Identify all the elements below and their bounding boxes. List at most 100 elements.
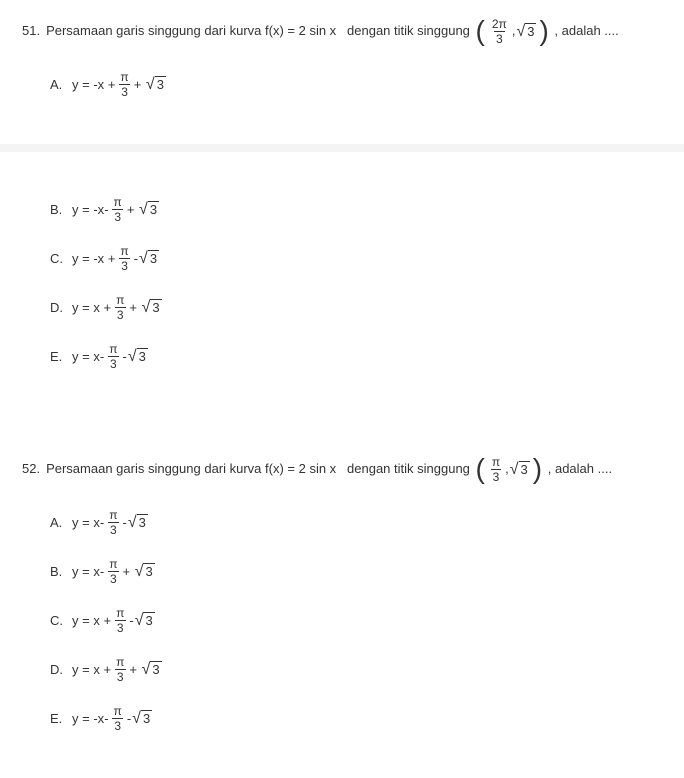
fraction-den: 3 xyxy=(115,620,126,634)
right-paren-icon: ) xyxy=(537,20,550,42)
fraction-den: 3 xyxy=(108,356,119,370)
choice-d: D. y = x + π 3 + √ 3 xyxy=(50,656,662,683)
radical-icon: √ xyxy=(146,77,155,94)
question-stem: 52. Persamaan garis singgung dari kurva … xyxy=(22,456,662,483)
choice-a: A. y = x - π 3 - √ 3 xyxy=(50,509,662,536)
term-x: -x xyxy=(93,202,104,217)
choice-letter: D. xyxy=(50,300,72,315)
fraction-num: π xyxy=(112,705,124,718)
choice-b: B. y = -x - π 3 + √ 3 xyxy=(50,196,662,223)
choice-c: C. y = x + π 3 - √ 3 xyxy=(50,607,662,634)
radicand: 3 xyxy=(143,563,154,580)
y-equals: y = xyxy=(72,300,90,315)
choice-b: B. y = x - π 3 + √ 3 xyxy=(50,558,662,585)
op1: - xyxy=(104,711,108,726)
question-block-continued: B. y = -x - π 3 + √ 3 C. xyxy=(0,152,684,416)
fraction: π 3 xyxy=(107,343,119,370)
radicand: 3 xyxy=(137,348,148,365)
choice-expr: y = -x + π 3 + √ 3 xyxy=(72,71,167,98)
radicand: 3 xyxy=(150,299,161,316)
fraction: π 3 xyxy=(118,245,130,272)
radicand: 3 xyxy=(148,201,159,218)
fraction-num: π xyxy=(490,456,502,469)
op1: + xyxy=(103,613,111,628)
choice-letter: E. xyxy=(50,711,72,726)
fraction-den: 3 xyxy=(119,84,130,98)
sqrt: √ 3 xyxy=(146,76,166,93)
radicand: 3 xyxy=(141,710,152,727)
y-equals: y = xyxy=(72,77,90,92)
op1: + xyxy=(103,662,111,677)
choice-expr: y = -x - π 3 - √ 3 xyxy=(72,705,153,732)
choice-expr: y = -x + π 3 - √ 3 xyxy=(72,245,160,272)
op2: - xyxy=(134,251,138,266)
fraction-num: π xyxy=(114,607,126,620)
fraction-num: π xyxy=(118,71,130,84)
fraction-den: 3 xyxy=(491,469,502,483)
fraction-den: 3 xyxy=(119,258,130,272)
stem-spacer xyxy=(336,22,347,40)
stem-spacer xyxy=(336,460,347,478)
op1: - xyxy=(100,349,104,364)
radicand: 3 xyxy=(137,514,148,531)
choice-expr: y = x - π 3 + √ 3 xyxy=(72,558,156,585)
fraction: π 3 xyxy=(112,705,124,732)
term-x: -x xyxy=(93,711,104,726)
question-number: 51. xyxy=(22,22,40,40)
left-paren-icon: ( xyxy=(474,20,487,42)
op2: + xyxy=(127,202,135,217)
question-block: 51. Persamaan garis singgung dari kurva … xyxy=(0,0,684,144)
sqrt: √ 3 xyxy=(128,514,148,531)
fraction: π 3 xyxy=(112,196,124,223)
choice-d: D. y = x + π 3 + √ 3 xyxy=(50,294,662,321)
sqrt: √ 3 xyxy=(132,710,152,727)
choice-letter: E. xyxy=(50,349,72,364)
fraction-num: π xyxy=(118,245,130,258)
y-equals: y = xyxy=(72,564,90,579)
radicand: 3 xyxy=(150,661,161,678)
radical-icon: √ xyxy=(510,462,519,479)
choice-c: C. y = -x + π 3 - √ 3 xyxy=(50,245,662,272)
fraction: π 3 xyxy=(114,294,126,321)
radical-icon: √ xyxy=(516,24,525,41)
fraction: π 3 xyxy=(114,607,126,634)
y-equals: y = xyxy=(72,711,90,726)
fraction: π 3 xyxy=(107,509,119,536)
sqrt: √ 3 xyxy=(139,201,159,218)
y-equals: y = xyxy=(72,251,90,266)
page: 51. Persamaan garis singgung dari kurva … xyxy=(0,0,684,778)
sqrt: √ 3 xyxy=(142,299,162,316)
comma: , xyxy=(505,460,509,478)
right-paren-icon: ) xyxy=(531,458,544,480)
op2: - xyxy=(129,613,133,628)
op2: + xyxy=(129,300,137,315)
section-divider xyxy=(0,144,684,152)
radical-icon: √ xyxy=(128,515,137,532)
fraction-num: π xyxy=(112,196,124,209)
fraction: π 3 xyxy=(490,456,502,483)
radical-icon: √ xyxy=(132,711,141,728)
choice-expr: y = x - π 3 - √ 3 xyxy=(72,509,149,536)
fraction: 2π 3 xyxy=(490,18,509,45)
radical-icon: √ xyxy=(128,349,137,366)
y-equals: y = xyxy=(72,515,90,530)
comma: , xyxy=(512,22,516,40)
sqrt: √ 3 xyxy=(516,23,536,40)
op1: + xyxy=(108,251,116,266)
choice-letter: B. xyxy=(50,564,72,579)
op2: + xyxy=(122,564,130,579)
fraction-den: 3 xyxy=(494,31,505,45)
fraction-den: 3 xyxy=(115,669,126,683)
y-equals: y = xyxy=(72,202,90,217)
fraction-num: π xyxy=(107,343,119,356)
term-x: -x xyxy=(93,251,104,266)
radical-icon: √ xyxy=(142,662,151,679)
choice-letter: A. xyxy=(50,77,72,92)
fraction-den: 3 xyxy=(108,522,119,536)
choices-list: A. y = -x + π 3 + √ 3 xyxy=(22,71,662,98)
choice-expr: y = -x - π 3 + √ 3 xyxy=(72,196,160,223)
sqrt: √ 3 xyxy=(510,461,530,478)
term-x: x xyxy=(93,662,100,677)
choice-e: E. y = x - π 3 - √ 3 xyxy=(50,343,662,370)
fraction-num: π xyxy=(107,509,119,522)
